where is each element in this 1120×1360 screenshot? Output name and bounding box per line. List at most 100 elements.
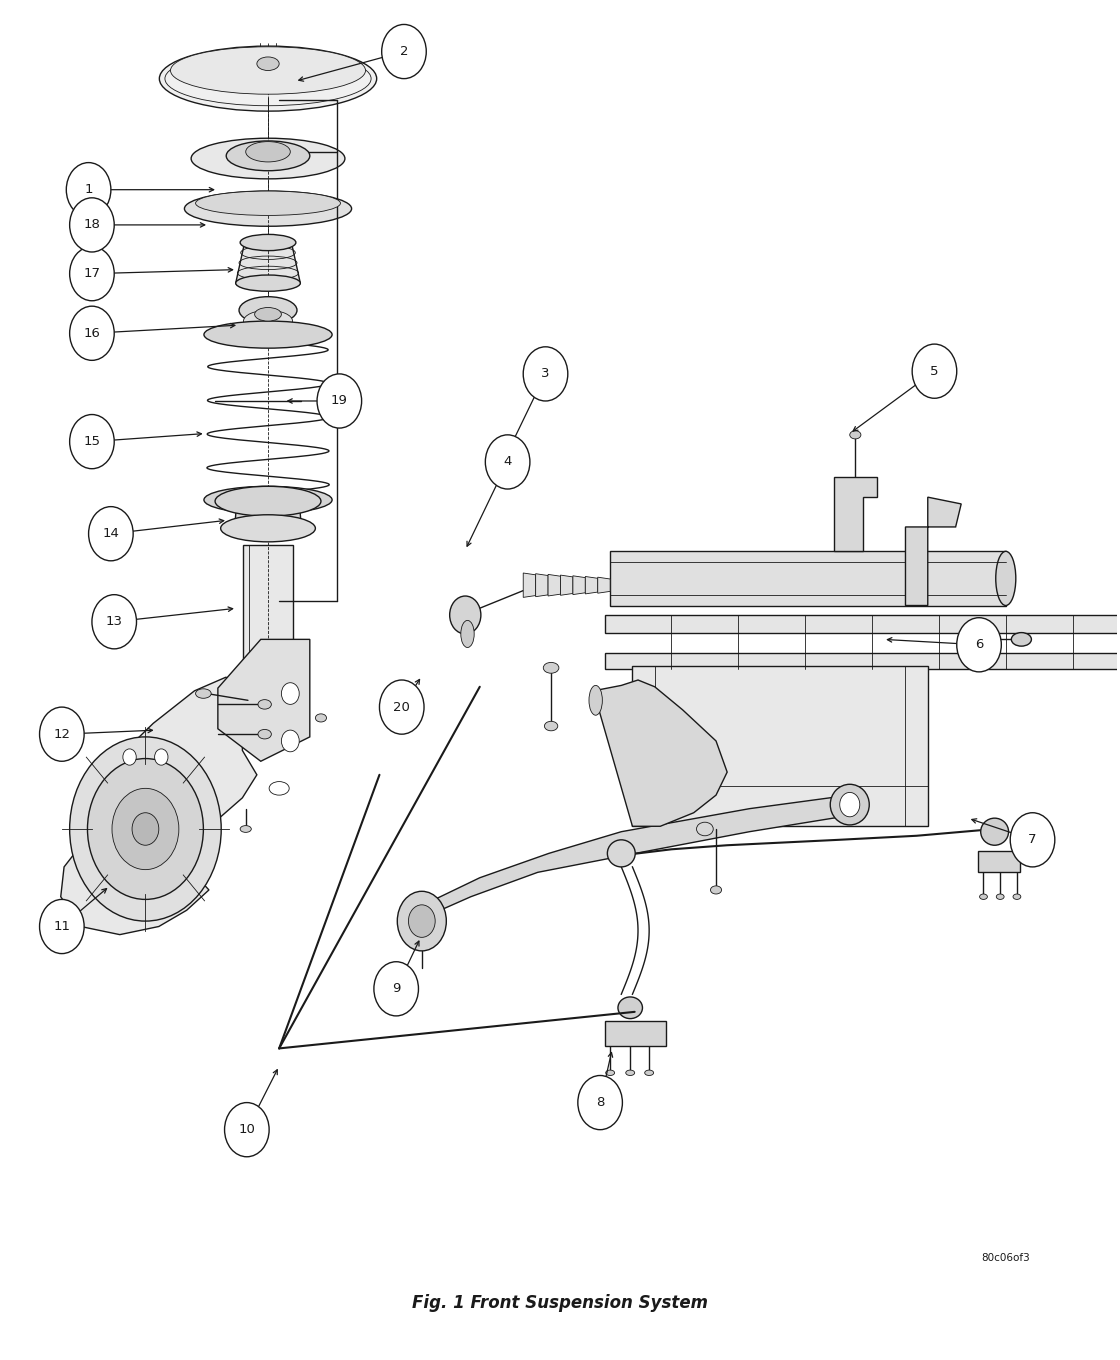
Ellipse shape [543, 662, 559, 673]
Circle shape [112, 789, 179, 869]
Polygon shape [605, 615, 1120, 632]
Ellipse shape [606, 1070, 615, 1076]
Polygon shape [218, 639, 310, 762]
Text: 17: 17 [83, 267, 101, 280]
Text: 11: 11 [54, 919, 71, 933]
Text: 80c06of3: 80c06of3 [981, 1254, 1030, 1263]
Ellipse shape [204, 487, 333, 514]
Ellipse shape [185, 190, 352, 226]
Circle shape [69, 306, 114, 360]
Ellipse shape [840, 793, 860, 817]
Polygon shape [586, 577, 598, 594]
Polygon shape [633, 666, 927, 827]
Ellipse shape [240, 234, 296, 250]
Ellipse shape [626, 1070, 635, 1076]
Circle shape [69, 415, 114, 469]
Ellipse shape [196, 688, 212, 698]
Text: 7: 7 [1028, 834, 1037, 846]
Ellipse shape [996, 551, 1016, 605]
Circle shape [87, 759, 204, 899]
Polygon shape [598, 577, 610, 593]
Ellipse shape [544, 721, 558, 730]
Polygon shape [243, 544, 292, 673]
Text: 8: 8 [596, 1096, 605, 1110]
Ellipse shape [830, 785, 869, 826]
Text: 20: 20 [393, 700, 410, 714]
Ellipse shape [196, 190, 340, 215]
Ellipse shape [256, 57, 279, 71]
Ellipse shape [170, 46, 365, 94]
Text: 6: 6 [974, 638, 983, 651]
Ellipse shape [460, 620, 474, 647]
Ellipse shape [1012, 894, 1020, 899]
Ellipse shape [215, 487, 321, 515]
Circle shape [382, 24, 427, 79]
FancyBboxPatch shape [978, 850, 1020, 872]
Ellipse shape [645, 1070, 654, 1076]
Text: 18: 18 [84, 219, 101, 231]
Text: 5: 5 [931, 364, 939, 378]
Polygon shape [548, 574, 560, 596]
Circle shape [39, 899, 84, 953]
Text: 12: 12 [54, 728, 71, 741]
Text: Fig. 1 Front Suspension System: Fig. 1 Front Suspension System [412, 1295, 708, 1312]
Polygon shape [560, 575, 573, 596]
Circle shape [374, 962, 419, 1016]
Text: 13: 13 [105, 615, 123, 628]
Polygon shape [834, 477, 877, 551]
Circle shape [317, 374, 362, 428]
Ellipse shape [710, 885, 721, 894]
Text: 2: 2 [400, 45, 408, 58]
Circle shape [1010, 813, 1055, 866]
Circle shape [485, 435, 530, 490]
Ellipse shape [243, 310, 292, 332]
Ellipse shape [204, 321, 333, 348]
Circle shape [912, 344, 956, 398]
Ellipse shape [997, 894, 1005, 899]
Text: 19: 19 [330, 394, 348, 408]
Ellipse shape [243, 666, 292, 680]
Circle shape [523, 347, 568, 401]
Polygon shape [60, 677, 259, 934]
Polygon shape [523, 573, 535, 597]
Text: 4: 4 [503, 456, 512, 468]
Circle shape [380, 680, 424, 734]
Ellipse shape [981, 819, 1009, 846]
Ellipse shape [449, 596, 480, 634]
Circle shape [69, 197, 114, 252]
Circle shape [66, 163, 111, 216]
Polygon shape [905, 498, 961, 605]
Ellipse shape [240, 826, 251, 832]
FancyBboxPatch shape [605, 1021, 666, 1046]
Circle shape [398, 891, 447, 951]
Polygon shape [594, 680, 727, 827]
Text: 10: 10 [239, 1123, 255, 1136]
Text: 1: 1 [84, 184, 93, 196]
Circle shape [281, 730, 299, 752]
Ellipse shape [980, 894, 988, 899]
Circle shape [69, 246, 114, 301]
Circle shape [69, 737, 222, 921]
Ellipse shape [589, 685, 603, 715]
Text: 3: 3 [541, 367, 550, 381]
Ellipse shape [239, 296, 297, 324]
Ellipse shape [254, 307, 281, 321]
Ellipse shape [258, 699, 271, 709]
Circle shape [956, 617, 1001, 672]
Ellipse shape [221, 514, 316, 541]
Circle shape [123, 749, 137, 766]
Text: 16: 16 [84, 326, 101, 340]
Ellipse shape [607, 840, 635, 866]
Ellipse shape [316, 714, 327, 722]
Polygon shape [605, 653, 1120, 669]
Polygon shape [410, 796, 850, 923]
Ellipse shape [618, 997, 643, 1019]
Circle shape [409, 904, 436, 937]
Ellipse shape [850, 431, 861, 439]
Ellipse shape [159, 46, 376, 112]
Circle shape [224, 1103, 269, 1157]
Circle shape [88, 507, 133, 560]
Polygon shape [235, 242, 300, 283]
Polygon shape [610, 551, 1006, 605]
Ellipse shape [245, 141, 290, 162]
